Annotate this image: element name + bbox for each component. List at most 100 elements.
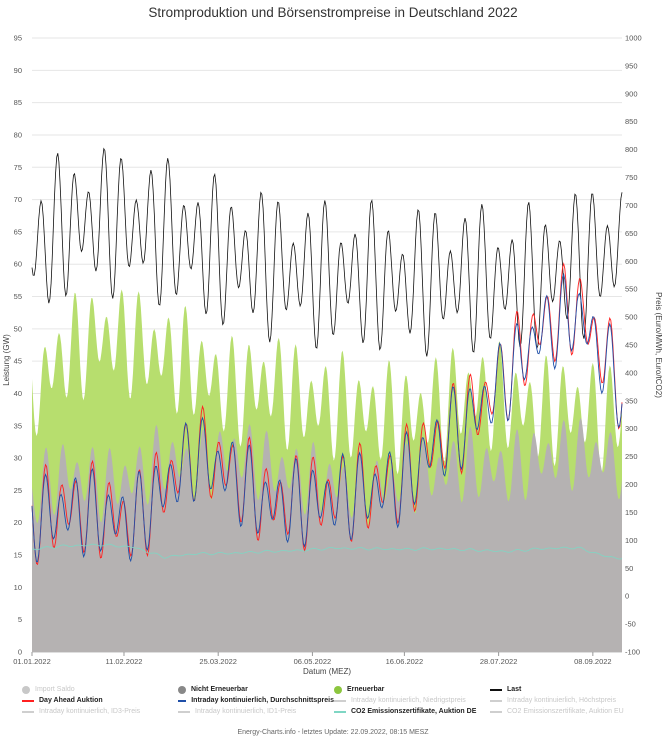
y-axis-label: Leistung (GW) bbox=[2, 334, 11, 386]
legend-label: CO2 Emissionszertifikate, Auktion EU bbox=[507, 708, 624, 715]
legend-item[interactable]: Intraday kontinuierlich, Durchschnittspr… bbox=[178, 695, 334, 706]
x-tick-label: 28.07.2022 bbox=[480, 657, 518, 666]
y2-tick-label: 0 bbox=[625, 592, 629, 601]
legend-label: CO2 Emissionszertifikate, Auktion DE bbox=[351, 708, 477, 715]
y2-axis-label: Preis (Euro/MWh, Euro/tCO2) bbox=[654, 292, 663, 398]
line-day-ahead-auktion bbox=[31, 262, 623, 566]
y2-tick-label: 650 bbox=[625, 229, 638, 238]
legend-item[interactable]: Erneuerbar bbox=[334, 684, 490, 695]
legend-label: Intraday kontinuierlich, ID3-Preis bbox=[39, 708, 141, 715]
line-co2-emissionszertifikate-auktion-de bbox=[31, 543, 623, 560]
area-nicht-erneuerbar bbox=[32, 417, 622, 652]
legend-symbol-icon bbox=[22, 699, 34, 702]
y2-tick-label: 600 bbox=[625, 257, 638, 266]
y-tick-label: 75 bbox=[14, 163, 22, 172]
legend-item[interactable]: Nicht Erneuerbar bbox=[178, 684, 334, 695]
legend-item[interactable]: Day Ahead Auktion bbox=[22, 695, 178, 706]
x-tick-label: 25.03.2022 bbox=[199, 657, 237, 666]
legend-symbol-icon bbox=[178, 699, 187, 702]
legend-row: Day Ahead Auktion Intraday kontinuierlich… bbox=[22, 695, 652, 706]
y2-tick-label: 1000 bbox=[625, 34, 642, 43]
legend-item[interactable]: Intraday kontinuierlich, ID3-Preis bbox=[22, 706, 178, 717]
y-tick-label: 85 bbox=[14, 98, 22, 107]
y2-tick-label: 250 bbox=[625, 452, 638, 461]
y-tick-label: 10 bbox=[14, 583, 22, 592]
legend-symbol-icon bbox=[22, 710, 34, 713]
line-intraday-kontinuierlich-durchschnittspreis bbox=[31, 273, 623, 563]
legend-row: Import Saldo Nicht Erneuerbar Erneuerbar La… bbox=[22, 684, 652, 695]
legend-label: Intraday kontinuierlich, Höchstpreis bbox=[507, 697, 616, 704]
y2-tick-label: -100 bbox=[625, 648, 640, 657]
y-tick-label: 20 bbox=[14, 518, 22, 527]
legend-symbol-icon bbox=[334, 685, 342, 694]
y-tick-label: 70 bbox=[14, 195, 22, 204]
legend-symbol-icon bbox=[178, 710, 190, 713]
y2-tick-label: 550 bbox=[625, 285, 638, 294]
line-series bbox=[31, 147, 623, 566]
y2-tick-label: 200 bbox=[625, 480, 638, 489]
y-tick-label: 0 bbox=[18, 648, 22, 657]
y-tick-label: 25 bbox=[14, 486, 22, 495]
legend-symbol-icon bbox=[490, 688, 502, 691]
y-tick-label: 5 bbox=[18, 615, 22, 624]
x-axis-ticks: 01.01.2022 11.02.2022 25.03.2022 06.05.2022… bbox=[13, 652, 612, 666]
legend-item[interactable]: Import Saldo bbox=[22, 684, 178, 695]
y2-tick-label: 300 bbox=[625, 424, 638, 433]
legend-label: Nicht Erneuerbar bbox=[191, 686, 248, 693]
y-tick-label: 40 bbox=[14, 389, 22, 398]
y2-tick-label: 450 bbox=[625, 341, 638, 350]
y-tick-label: 80 bbox=[14, 130, 22, 139]
y2-tick-label: 500 bbox=[625, 313, 638, 322]
legend-symbol-icon bbox=[334, 710, 346, 713]
y-axis-right-ticks: -100 -50 0 50 100 150 200 250 300 350 400 450 500 550… bbox=[625, 34, 642, 657]
y2-tick-label: 950 bbox=[625, 61, 638, 70]
y2-tick-label: 850 bbox=[625, 117, 638, 126]
y2-tick-label: 100 bbox=[625, 536, 638, 545]
y-tick-label: 35 bbox=[14, 421, 22, 430]
legend-item[interactable]: Last bbox=[490, 684, 646, 695]
legend-item[interactable]: Intraday kontinuierlich, ID1-Preis bbox=[178, 706, 334, 717]
y-tick-label: 65 bbox=[14, 227, 22, 236]
legend-symbol-icon bbox=[22, 685, 30, 694]
legend-label: Import Saldo bbox=[35, 686, 75, 693]
legend-symbol-icon bbox=[490, 699, 502, 702]
y2-tick-label: 150 bbox=[625, 508, 638, 517]
y-tick-label: 15 bbox=[14, 551, 22, 560]
y2-tick-label: 900 bbox=[625, 89, 638, 98]
y-tick-label: 55 bbox=[14, 292, 22, 301]
legend-item[interactable]: CO2 Emissionszertifikate, Auktion DE bbox=[334, 706, 490, 717]
legend-symbol-icon bbox=[334, 699, 346, 702]
legend-symbol-icon bbox=[178, 685, 186, 694]
legend-label: Intraday kontinuierlich, Niedrigstpreis bbox=[351, 697, 466, 704]
legend-row: Intraday kontinuierlich, ID3-Preis Intrad… bbox=[22, 706, 652, 717]
x-tick-label: 06.05.2022 bbox=[294, 657, 332, 666]
legend-item[interactable]: CO2 Emissionszertifikate, Auktion EU bbox=[490, 706, 646, 717]
legend-label: Intraday kontinuierlich, Durchschnittspr… bbox=[191, 697, 334, 704]
legend-label: Erneuerbar bbox=[347, 686, 385, 693]
y2-tick-label: 700 bbox=[625, 201, 638, 210]
legend-label: Day Ahead Auktion bbox=[39, 697, 103, 704]
y2-tick-label: 50 bbox=[625, 564, 633, 573]
y2-tick-label: -50 bbox=[625, 620, 636, 629]
legend-item[interactable]: Intraday kontinuierlich, Höchstpreis bbox=[490, 695, 646, 706]
y-tick-label: 60 bbox=[14, 260, 22, 269]
footer-update-note: Energy-Charts.info - letztes Update: 22.… bbox=[237, 729, 429, 736]
x-tick-label: 08.09.2022 bbox=[574, 657, 612, 666]
chart-title: Stromproduktion und Börsenstrompreise in… bbox=[148, 5, 517, 20]
y2-tick-label: 800 bbox=[625, 145, 638, 154]
y-tick-label: 95 bbox=[14, 34, 22, 43]
y-tick-label: 45 bbox=[14, 357, 22, 366]
x-tick-label: 01.01.2022 bbox=[13, 657, 51, 666]
legend-item[interactable]: Intraday kontinuierlich, Niedrigstpreis bbox=[334, 695, 490, 706]
y2-tick-label: 400 bbox=[625, 368, 638, 377]
legend-label: Intraday kontinuierlich, ID1-Preis bbox=[195, 708, 297, 715]
legend-label: Last bbox=[507, 686, 522, 693]
x-axis-label: Datum (MEZ) bbox=[303, 667, 351, 676]
x-tick-label: 16.06.2022 bbox=[386, 657, 424, 666]
area-series bbox=[32, 289, 622, 652]
x-tick-label: 11.02.2022 bbox=[105, 657, 142, 666]
y-tick-label: 30 bbox=[14, 454, 22, 463]
legend-symbol-icon bbox=[490, 710, 502, 713]
y-tick-label: 50 bbox=[14, 324, 22, 333]
